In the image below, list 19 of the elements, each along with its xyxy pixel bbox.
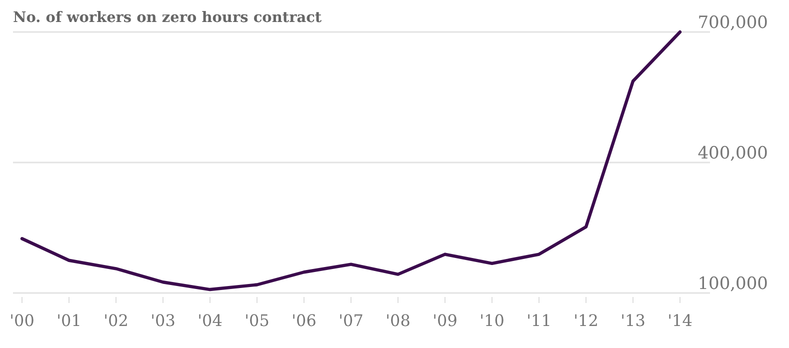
chart-title: No. of workers on zero hours contract <box>13 9 322 26</box>
x-tick-label: '03 <box>150 311 176 330</box>
x-tick-label: '02 <box>104 311 128 330</box>
x-tick-label: '05 <box>244 311 270 330</box>
x-tick-label: '07 <box>338 311 364 330</box>
x-tick-label: '10 <box>480 311 504 330</box>
x-tick-label: '01 <box>56 311 82 330</box>
x-tick-label: '04 <box>198 311 222 330</box>
x-tick-label: '12 <box>574 311 598 330</box>
x-tick-label: '06 <box>292 311 316 330</box>
x-tick-label: '09 <box>432 311 458 330</box>
y-tick-label: 700,000 <box>698 13 768 33</box>
x-tick-label: '13 <box>620 311 646 330</box>
x-tick-label: '11 <box>526 311 552 330</box>
y-tick-label: 100,000 <box>698 274 768 294</box>
x-tick-label: '08 <box>386 311 410 330</box>
x-tick-label: '00 <box>10 311 34 330</box>
x-tick-label: '14 <box>668 311 692 330</box>
y-tick-label: 400,000 <box>698 144 768 164</box>
